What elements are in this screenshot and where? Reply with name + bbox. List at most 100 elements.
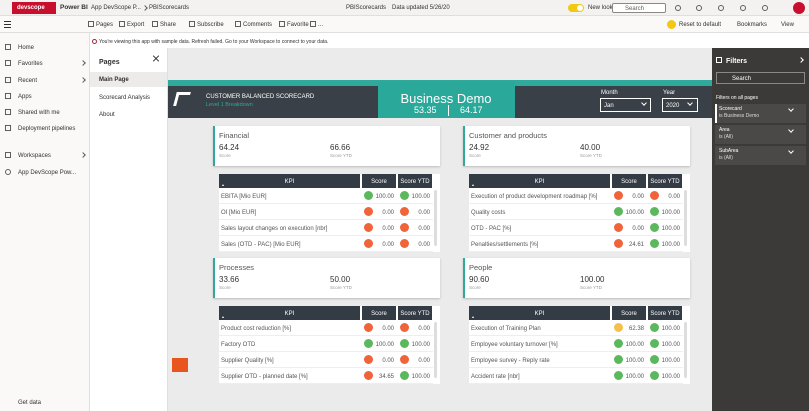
filter-name: SubArea [719,148,739,154]
month-dropdown[interactable] [600,98,651,112]
toolbar-item[interactable]: View [781,22,794,28]
area-card [213,258,440,298]
toolbar-item[interactable]: Export [127,22,145,28]
column-header[interactable] [219,174,360,188]
status-dot [614,323,623,332]
toggle-label: New look on [588,5,622,11]
column-header[interactable] [362,174,396,188]
area-ytd-label: Score YTD [330,153,352,158]
icon[interactable] [740,5,746,11]
search-box[interactable] [612,3,666,13]
column-header[interactable] [362,306,396,320]
avatar[interactable] [793,2,805,14]
nav-item[interactable]: Shared with me [18,110,60,116]
page-item[interactable]: Scorecard Analysis [99,95,151,101]
row-divider [469,335,683,336]
toolbar-icon [88,21,94,27]
nav-item[interactable]: Workspaces [18,153,51,159]
kpi-value: 0.00 [418,242,430,248]
status-dot [650,355,659,364]
scorecard-score: 53.35 [414,105,437,115]
menu-icon[interactable] [4,27,11,28]
status-dot [614,339,623,348]
area-card [213,126,440,166]
area-score: 24.92 [469,143,490,152]
row-divider [219,335,433,336]
nav-footer[interactable]: Get data [18,400,42,406]
kpi-value: 0.00 [632,226,644,232]
page-item[interactable]: Main Page [99,77,129,83]
area-score-label: Score [469,285,481,290]
kpi-value: 0.00 [382,242,394,248]
column-header[interactable] [219,306,360,320]
nav-item[interactable]: Apps [18,94,32,100]
nav-item[interactable]: App DevScope Pow... [18,170,77,176]
icon[interactable] [762,5,768,11]
kpi-value: 100.00 [625,210,644,216]
kpi-name: Execution of Training Plan [471,326,541,332]
filters-title: Filters [726,58,748,65]
column-header[interactable] [398,306,432,320]
status-dot [650,223,659,232]
sort-icon [222,316,224,318]
reset-icon [667,20,676,29]
filter-value: is (All) [719,134,733,140]
menu-icon[interactable] [4,21,11,22]
kpi-value: 0.00 [382,358,394,364]
column-header[interactable] [648,174,682,188]
toolbar-item[interactable]: Subscribe [197,22,224,28]
nav-item[interactable]: Favorites [18,61,43,67]
kpi-value: 100.00 [411,194,430,200]
icon[interactable] [718,5,724,11]
row-divider [219,203,433,204]
toolbar-item[interactable]: Pages [96,22,114,28]
column-header[interactable] [648,306,682,320]
status-dot [400,323,409,332]
icon[interactable] [696,5,702,11]
icon[interactable] [675,5,681,11]
kpi-value: 0.00 [418,358,430,364]
column-header[interactable] [612,174,646,188]
toggle[interactable] [568,4,584,12]
row-divider [219,383,433,384]
nav-item[interactable]: Deployment pipelines [18,126,76,132]
toolbar-item[interactable]: Share [160,22,177,28]
toolbar-item[interactable]: ... [318,22,324,28]
toolbar-item[interactable]: Favorite [287,22,309,28]
filter-card[interactable] [715,104,806,123]
menu-icon[interactable] [4,24,11,25]
status-dot [614,371,623,380]
year-dropdown[interactable] [662,98,698,112]
area-score-label: Score [219,153,231,158]
toolbar-item[interactable]: Comments [243,22,273,28]
page-selected [90,72,167,87]
kpi-name: Accident rate [nbr] [471,374,520,380]
column-header[interactable] [469,306,610,320]
kpi-name: Quality costs [471,210,506,216]
status-dot [400,355,409,364]
filter-search[interactable] [716,72,805,84]
breadcrumb[interactable]: App DevScope P... [91,5,141,11]
breadcrumb[interactable]: PBIScorecards [149,5,190,11]
row-divider [469,367,683,368]
kpi-name: Supplier Quality [%] [221,358,274,364]
filter-card[interactable] [715,125,806,144]
row-divider [219,219,433,220]
nav-item[interactable]: Recent [18,78,38,84]
nav-icon [5,93,11,99]
report-subtitle: Level 1 Breakdown [206,102,253,108]
column-header-label: Score YTD [650,311,680,317]
column-header[interactable] [398,174,432,188]
toolbar-item[interactable]: Reset to default [679,22,722,28]
column-header[interactable] [469,174,610,188]
page-item[interactable]: About [99,112,115,118]
column-header-label: KPI [534,179,545,185]
filter-card[interactable] [715,146,806,165]
kpi-name: Execution of product development roadmap… [471,194,598,200]
status-dot [614,223,623,232]
nav-item[interactable]: Home [18,45,35,51]
column-header[interactable] [612,306,646,320]
toolbar-icon [189,21,195,27]
kpi-name: Supplier OTD - planned date [%] [221,374,308,380]
toolbar-item[interactable]: Bookmarks [737,22,768,28]
